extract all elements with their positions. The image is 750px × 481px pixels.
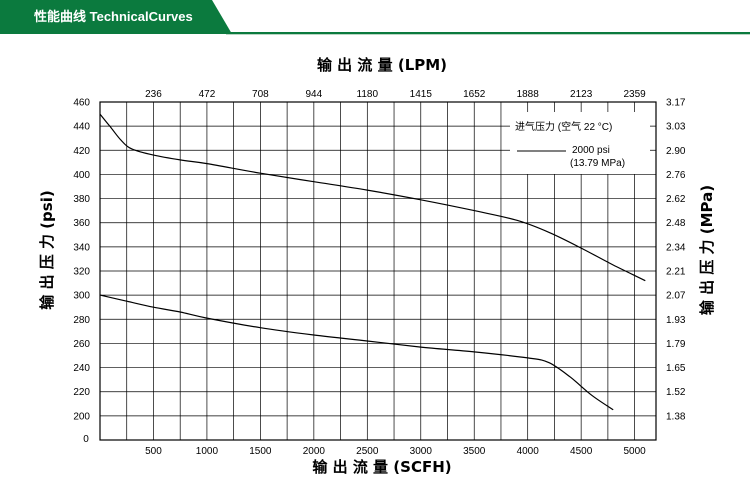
y-left-tick-label: 340 [73, 242, 90, 253]
y-right-tick-label: 1.52 [666, 387, 686, 398]
x-top-tick-label: 1180 [357, 89, 379, 100]
y-left-tick-label: 380 [73, 194, 90, 205]
top-axis-title: 输 出 流 量 (LPM) [317, 56, 447, 74]
y-left-tick-label: 420 [73, 146, 90, 157]
y-left-tick-label: 400 [73, 170, 90, 181]
y-right-tick-label: 2.62 [666, 194, 686, 205]
series-lines [99, 113, 646, 411]
header-underline-thin [226, 34, 750, 35]
performance-chart: 输 出 流 量 (LPM) 输 出 流 量 (SCFH) 输 出 压 力 (ps… [38, 56, 716, 476]
y-right-tick-label: 2.34 [666, 242, 686, 253]
x-bottom-tick-label: 4000 [517, 446, 540, 457]
x-top-tick-label: 2123 [570, 89, 593, 100]
y-right-tick-label: 1.93 [666, 315, 686, 326]
y-left-tick-label: 440 [73, 122, 90, 133]
y-right-tick-label: 2.07 [666, 291, 686, 302]
right-axis-title: 输 出 压 力 (MPa) [698, 185, 716, 315]
y-left-tick-label: 240 [73, 363, 90, 374]
header-title: 性能曲线 TechnicalCurves [34, 9, 193, 24]
x-bottom-tick-label: 1000 [196, 446, 219, 457]
x-top-tick-label: 708 [252, 89, 269, 100]
x-bottom-tick-label: 2000 [303, 446, 326, 457]
x-bottom-tick-label: 0 [83, 434, 89, 445]
x-bottom-tick-label: 3000 [410, 446, 433, 457]
left-axis-title: 输 出 压 力 (psi) [38, 190, 56, 309]
x-top-tick-label: 1415 [410, 89, 433, 100]
series-line-2 [99, 294, 614, 411]
x-top-tick-label: 1888 [517, 89, 540, 100]
y-left-tick-label: 280 [73, 315, 90, 326]
header-tab [0, 0, 232, 34]
x-bottom-tick-label: 5000 [623, 446, 646, 457]
x-top-tick-label: 472 [199, 89, 216, 100]
y-left-tick-label: 460 [73, 98, 90, 109]
y-right-tick-label: 2.90 [666, 146, 686, 157]
y-left-tick-label: 320 [73, 267, 90, 278]
chart-grid [100, 101, 656, 440]
series-line-1 [99, 113, 646, 282]
x-bottom-tick-label: 2500 [356, 446, 379, 457]
x-bottom-tick-label: 500 [145, 446, 162, 457]
x-top-tick-label: 1652 [463, 89, 486, 100]
y-right-tick-label: 1.38 [666, 411, 686, 422]
legend-title: 进气压力 (空气 22 °C) [515, 120, 612, 133]
legend: 进气压力 (空气 22 °C) 2000 psi (13.79 MPa) [510, 112, 650, 174]
legend-entry-pressure: 2000 psi [572, 145, 610, 156]
y-right-tick-label: 1.65 [666, 363, 686, 374]
y-left-tick-label: 260 [73, 339, 90, 350]
x-top-tick-label: 2359 [623, 89, 646, 100]
y-right-tick-label: 3.03 [666, 122, 686, 133]
x-top-tick-label: 236 [145, 89, 162, 100]
page-header: 性能曲线 TechnicalCurves [0, 0, 750, 35]
y-left-tick-label: 220 [73, 387, 90, 398]
x-bottom-tick-label: 3500 [463, 446, 486, 457]
x-bottom-tick-label: 4500 [570, 446, 593, 457]
y-left-tick-label: 200 [73, 411, 90, 422]
x-bottom-tick-label: 1500 [249, 446, 272, 457]
y-right-tick-label: 2.21 [666, 267, 686, 278]
y-right-tick-label: 1.79 [666, 339, 686, 350]
y-right-tick-label: 2.76 [666, 170, 686, 181]
plot-frame [99, 101, 657, 441]
legend-entry-pressure-mpa: (13.79 MPa) [570, 158, 625, 169]
legend-box [510, 112, 650, 174]
y-right-tick-label: 3.17 [666, 98, 686, 109]
header-underline [0, 32, 750, 34]
y-right-tick-label: 2.48 [666, 218, 686, 229]
y-left-tick-label: 360 [73, 218, 90, 229]
x-top-tick-label: 944 [306, 89, 323, 100]
y-left-tick-label: 300 [73, 291, 90, 302]
bottom-axis-title: 输 出 流 量 (SCFH) [312, 458, 451, 476]
tick-labels: 500 1000 1500 2000 2500 3000 3500 4000 4500 5000 0… [73, 89, 686, 457]
